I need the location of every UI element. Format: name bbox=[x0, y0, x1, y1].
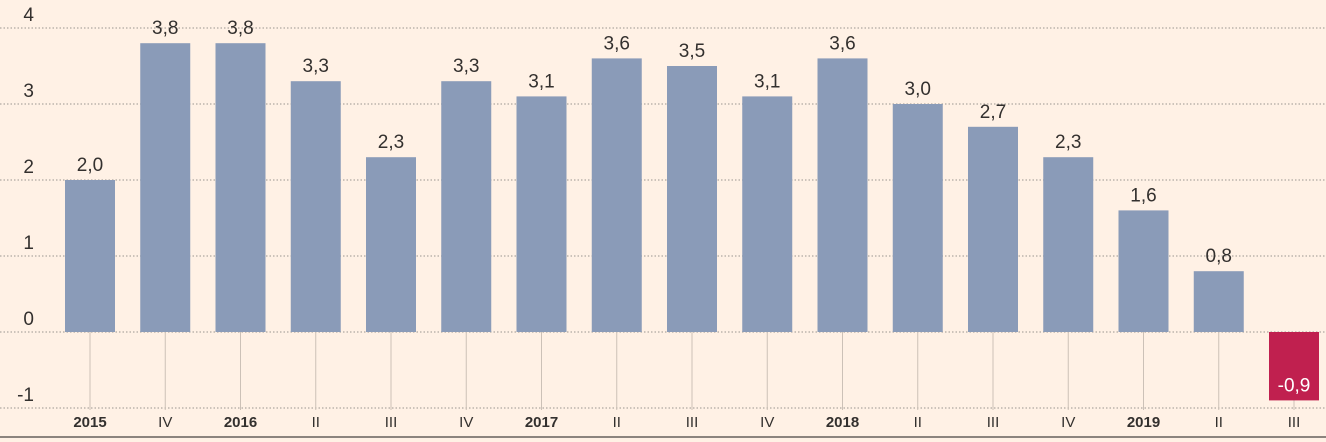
value-label: 3,6 bbox=[829, 33, 855, 54]
bar bbox=[140, 43, 191, 332]
value-label: 2,3 bbox=[1055, 132, 1081, 153]
x-tick-label: 2015 bbox=[73, 414, 106, 431]
bar bbox=[892, 104, 943, 332]
x-tick-label: IV bbox=[158, 414, 172, 431]
x-tick-label: II bbox=[914, 414, 922, 431]
bar bbox=[667, 66, 717, 332]
y-tick-label: 2 bbox=[23, 157, 34, 178]
x-tick-label: IV bbox=[459, 414, 473, 431]
bar bbox=[290, 81, 341, 332]
x-tick-label: 2018 bbox=[826, 414, 859, 431]
bar bbox=[1118, 210, 1169, 332]
value-label: 3,3 bbox=[453, 56, 479, 77]
bar bbox=[817, 58, 868, 333]
value-label: 3,5 bbox=[679, 41, 705, 62]
bar bbox=[591, 58, 642, 333]
x-tick-label: 2017 bbox=[525, 414, 558, 431]
value-label: 3,3 bbox=[303, 56, 329, 77]
y-tick-label: 0 bbox=[23, 309, 34, 330]
y-tick-label: 3 bbox=[23, 81, 34, 102]
x-tick-label: IV bbox=[760, 414, 774, 431]
bar bbox=[215, 43, 266, 332]
x-tick-label: III bbox=[686, 414, 699, 431]
bar bbox=[968, 126, 1018, 332]
x-tick-label: II bbox=[613, 414, 621, 431]
value-label: 3,6 bbox=[604, 33, 630, 54]
bar bbox=[742, 96, 793, 333]
x-tick-label: III bbox=[1288, 414, 1301, 431]
value-label: 1,6 bbox=[1130, 185, 1156, 206]
bar bbox=[1043, 157, 1094, 332]
value-label: 3,0 bbox=[905, 79, 931, 100]
x-tick-label: II bbox=[312, 414, 320, 431]
x-tick-label: II bbox=[1215, 414, 1223, 431]
value-label: 2,3 bbox=[378, 132, 404, 153]
x-tick-label: 2019 bbox=[1127, 414, 1160, 431]
value-label: -0,9 bbox=[1278, 375, 1311, 396]
value-label: 3,1 bbox=[754, 71, 780, 92]
bar bbox=[366, 157, 416, 332]
x-tick-label: III bbox=[385, 414, 398, 431]
value-label: 3,8 bbox=[152, 18, 178, 39]
bar bbox=[65, 180, 115, 332]
bar bbox=[1269, 332, 1319, 401]
x-tick-label: III bbox=[987, 414, 1000, 431]
bar bbox=[516, 96, 567, 333]
value-label: 3,8 bbox=[227, 18, 253, 39]
bar bbox=[441, 81, 492, 332]
x-tick-label: 2016 bbox=[224, 414, 257, 431]
y-tick-label: -1 bbox=[17, 385, 34, 406]
value-label: 3,1 bbox=[528, 71, 554, 92]
y-tick-label: 4 bbox=[23, 5, 34, 26]
value-label: 2,7 bbox=[980, 102, 1006, 123]
value-label: 0,8 bbox=[1206, 246, 1232, 267]
bar bbox=[1193, 271, 1244, 332]
y-tick-label: 1 bbox=[23, 233, 34, 254]
x-tick-label: IV bbox=[1061, 414, 1075, 431]
value-label: 2,0 bbox=[77, 155, 103, 176]
